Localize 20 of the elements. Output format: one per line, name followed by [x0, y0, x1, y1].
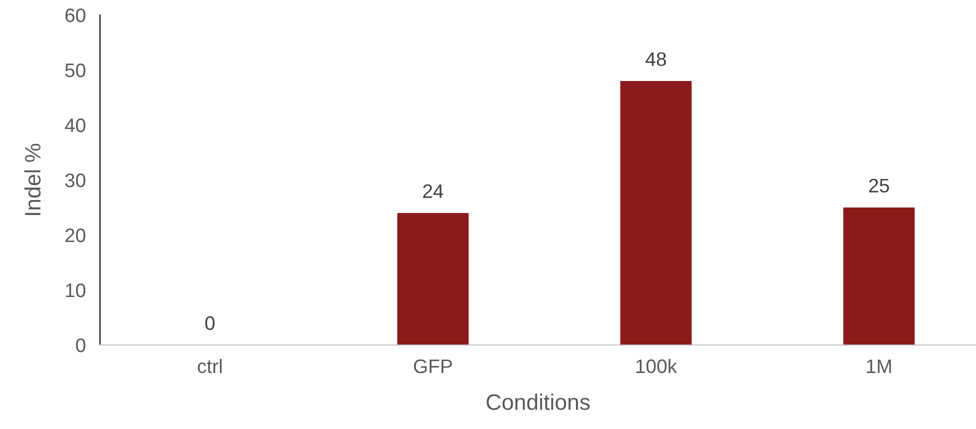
bar — [843, 208, 915, 345]
y-tick-label: 20 — [65, 228, 86, 242]
y-tick-label: 40 — [64, 118, 86, 132]
y-tick-label: 30 — [65, 173, 86, 188]
y-tick-label: 0 — [76, 338, 86, 352]
bar — [620, 81, 692, 345]
x-axis-title: Conditions — [486, 394, 590, 410]
y-tick-label: 50 — [65, 63, 86, 78]
data-label: 25 — [869, 178, 889, 193]
x-tick-label: GFP — [414, 359, 452, 374]
x-tick-label: 1M — [866, 360, 891, 373]
bar — [397, 213, 469, 345]
y-axis-title: Indel % — [24, 144, 41, 216]
x-tick-label: 100k — [636, 358, 678, 374]
data-label: 48 — [646, 52, 666, 66]
data-label: 0 — [205, 316, 215, 330]
y-tick-label: 60 — [65, 8, 86, 22]
x-tick-label: ctrl — [198, 358, 222, 374]
y-tick-label: 10 — [66, 283, 86, 298]
data-label: 24 — [423, 184, 444, 198]
